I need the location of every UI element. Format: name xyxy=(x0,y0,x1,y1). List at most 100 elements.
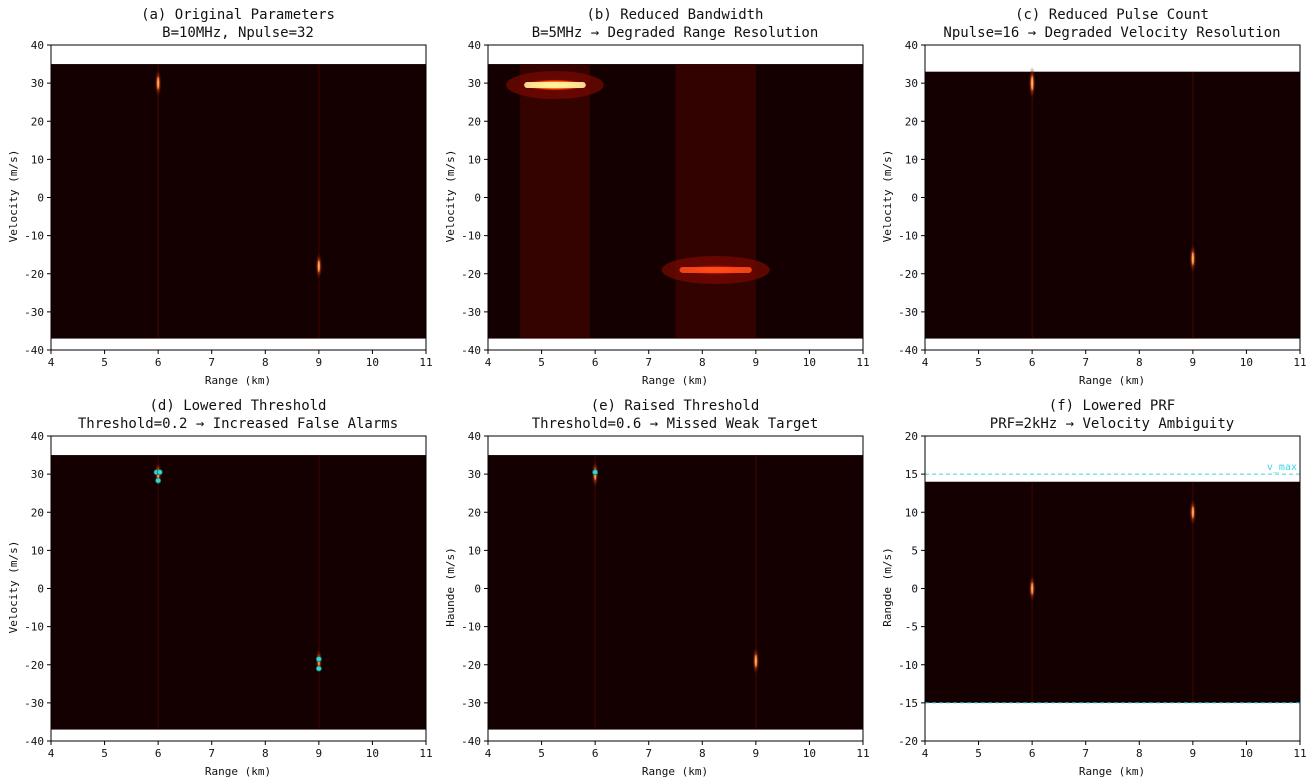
y-tick-label: 30 xyxy=(31,468,44,481)
x-tick-label: 11 xyxy=(419,356,432,369)
x-tick-label: 6 xyxy=(592,356,599,369)
plot-area xyxy=(925,45,1300,350)
x-tick-label: 10 xyxy=(1240,356,1253,369)
y-tick-label: 10 xyxy=(31,153,44,166)
x-tick-label: 7 xyxy=(645,356,652,369)
x-tick-label: 9 xyxy=(753,356,760,369)
x-tick-label: 7 xyxy=(645,747,652,760)
x-axis-label: Range (km) xyxy=(205,765,271,778)
target-core xyxy=(1191,506,1194,519)
x-tick-label: 6 xyxy=(1029,356,1036,369)
x-tick-label: 5 xyxy=(101,356,108,369)
x-tick-label: 4 xyxy=(485,356,492,369)
x-tick-label: 9 xyxy=(1190,356,1197,369)
x-tick-label: 5 xyxy=(538,356,545,369)
x-tick-label: 10 xyxy=(803,747,816,760)
x-tick-label: 11 xyxy=(419,747,432,760)
heatmap-image xyxy=(51,455,426,730)
y-tick-label: 20 xyxy=(468,506,481,519)
y-tick-label: -5 xyxy=(905,621,918,634)
detection-marker xyxy=(315,656,322,663)
y-tick-label: 0 xyxy=(911,192,918,205)
y-axis-label: Velocity (m/s) xyxy=(444,150,457,243)
y-tick-label: 0 xyxy=(474,583,481,596)
y-tick-label: -20 xyxy=(461,659,481,672)
y-tick-label: -40 xyxy=(898,344,918,357)
y-tick-label: 10 xyxy=(468,153,481,166)
detection-marker xyxy=(156,469,163,476)
y-tick-label: 40 xyxy=(468,430,481,443)
x-tick-label: 4 xyxy=(48,356,55,369)
y-tick-label: -20 xyxy=(24,659,44,672)
y-tick-label: 20 xyxy=(31,115,44,128)
x-tick-label: 6 xyxy=(155,747,162,760)
y-tick-label: -10 xyxy=(24,621,44,634)
y-axis-label: Rangde (m/s) xyxy=(881,547,894,626)
y-tick-label: -20 xyxy=(461,268,481,281)
detection-marker xyxy=(315,665,322,672)
y-tick-label: 10 xyxy=(31,544,44,557)
heatmap-image xyxy=(51,64,426,339)
y-axis-label: Velocity (m/s) xyxy=(7,150,20,243)
subplot-c: (c) Reduced Pulse Count Npulse=16 → Degr… xyxy=(881,7,1307,387)
x-tick-label: 8 xyxy=(699,747,706,760)
subplot-a: (a) Original Parameters B=10MHz, Npulse=… xyxy=(7,7,433,387)
x-axis-label: Range (km) xyxy=(642,765,708,778)
y-tick-label: -10 xyxy=(898,659,918,672)
detection-marker xyxy=(155,477,162,484)
y-axis-label: Haunde (m/s) xyxy=(444,547,457,626)
y-tick-label: 30 xyxy=(31,77,44,90)
heatmap-image xyxy=(925,481,1300,703)
x-axis-label: Range (km) xyxy=(1079,374,1145,387)
x-tick-label: 9 xyxy=(1190,747,1197,760)
chart-subtitle: B=10MHz, Npulse=32 xyxy=(162,25,314,41)
y-tick-label: -30 xyxy=(461,306,481,319)
plot-area xyxy=(488,436,863,741)
x-tick-label: 8 xyxy=(1136,747,1143,760)
y-tick-label: -40 xyxy=(461,344,481,357)
subplot-b: (b) Reduced Bandwidth B=5MHz → Degraded … xyxy=(444,7,870,387)
heatmap-image xyxy=(925,71,1300,339)
y-tick-label: -20 xyxy=(898,268,918,281)
y-tick-label: 0 xyxy=(911,583,918,596)
y-axis-label: Velocity (m/s) xyxy=(7,541,20,634)
x-axis-label: Range (km) xyxy=(1079,765,1145,778)
chart-subtitle: B=5MHz → Degraded Range Resolution xyxy=(532,25,819,41)
y-tick-label: -30 xyxy=(461,697,481,710)
x-tick-label: 4 xyxy=(485,747,492,760)
y-tick-label: 10 xyxy=(468,544,481,557)
y-tick-label: -20 xyxy=(24,268,44,281)
chart-title: (a) Original Parameters xyxy=(141,7,335,23)
x-tick-label: 5 xyxy=(538,747,545,760)
y-tick-label: 40 xyxy=(468,39,481,52)
x-tick-label: 9 xyxy=(316,356,323,369)
y-tick-label: -30 xyxy=(24,306,44,319)
x-tick-label: 4 xyxy=(922,747,929,760)
x-tick-label: 7 xyxy=(208,747,215,760)
ambiguity-line-label: v_max xyxy=(1267,462,1297,473)
y-tick-label: -40 xyxy=(24,344,44,357)
x-tick-label: 11 xyxy=(1293,747,1306,760)
chart-subtitle: Threshold=0.2 → Increased False Alarms xyxy=(78,416,398,432)
y-tick-label: 20 xyxy=(468,115,481,128)
chart-title: (e) Raised Threshold xyxy=(591,398,760,414)
subplot-d: (d) Lowered Threshold Threshold=0.2 → In… xyxy=(7,398,433,778)
x-tick-label: 10 xyxy=(366,747,379,760)
range-smear-column xyxy=(675,64,756,339)
x-tick-label: 8 xyxy=(699,356,706,369)
x-axis-label: Range (km) xyxy=(642,374,708,387)
heatmap-image xyxy=(488,455,863,730)
y-tick-label: 0 xyxy=(37,583,44,596)
y-tick-label: 20 xyxy=(905,115,918,128)
x-tick-label: 7 xyxy=(1082,747,1089,760)
x-tick-label: 4 xyxy=(922,356,929,369)
x-tick-label: 5 xyxy=(975,747,982,760)
y-tick-label: 40 xyxy=(905,39,918,52)
subplot-f: (f) Lowered PRF PRF=2kHz → Velocity Ambi… xyxy=(881,398,1307,778)
plot-area xyxy=(51,45,426,350)
chart-subtitle: Threshold=0.6 → Missed Weak Target xyxy=(532,416,819,432)
chart-title: (c) Reduced Pulse Count xyxy=(1015,7,1209,23)
target-core xyxy=(1191,252,1194,265)
plot-area xyxy=(488,45,863,350)
